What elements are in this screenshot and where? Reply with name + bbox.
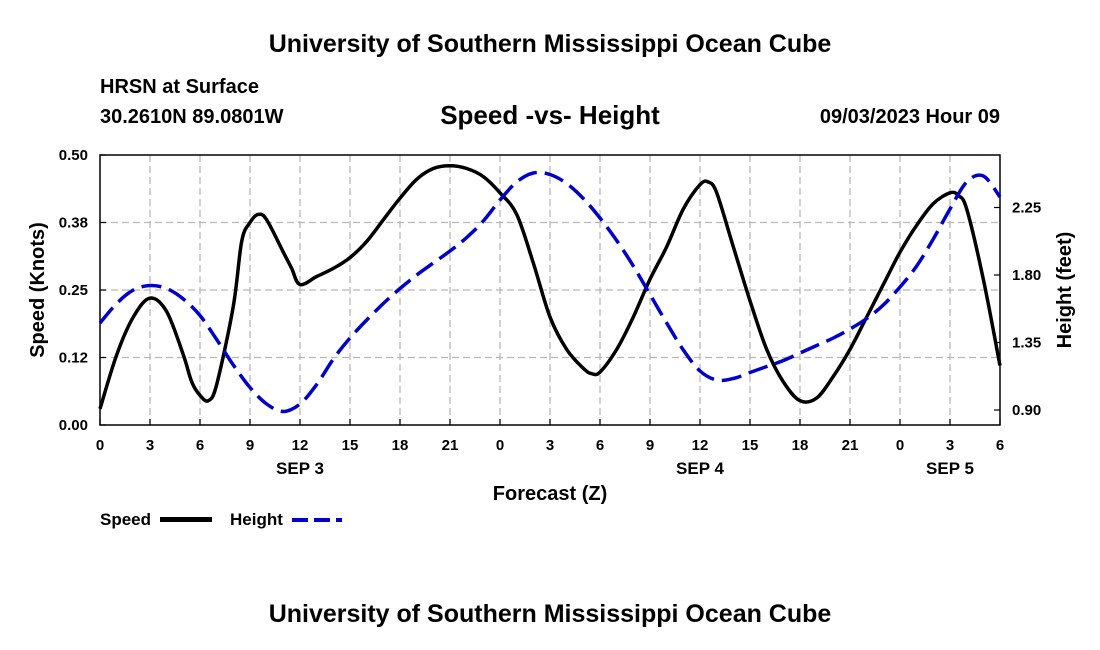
x-tick-label: 6: [596, 437, 604, 454]
y-tick-label-right: 0.90: [1012, 402, 1041, 419]
y-tick-label-right: 2.25: [1012, 200, 1041, 217]
x-tick-label: 18: [392, 437, 409, 454]
x-tick-label: 0: [496, 437, 504, 454]
date-label: SEP 5: [926, 459, 974, 478]
x-tick-label: 12: [692, 437, 709, 454]
x-tick-label: 0: [896, 437, 904, 454]
y-tick-label-left: 0.12: [59, 350, 88, 367]
legend-speed-swatch: [160, 517, 212, 522]
x-tick-label: 15: [742, 437, 759, 454]
axis-ticks: 0 3 6 9 12 15 18 21 0 3 6 9 12 15 18 21 0 3 6 SEP 3 SEP 4 SEP…: [59, 147, 1041, 478]
x-axis-label: Forecast (Z): [493, 483, 607, 505]
series: [98, 164, 1002, 414]
station-coordinates: 30.2610N 89.0801W: [100, 106, 284, 128]
x-tick-label: 12: [292, 437, 309, 454]
date-label: SEP 3: [276, 459, 324, 478]
chart-title: Speed -vs- Height: [440, 100, 660, 130]
y-axis-label-right: Height (feet): [1054, 232, 1076, 349]
station-name: HRSN at Surface: [100, 76, 259, 98]
x-tick-label: 18: [792, 437, 809, 454]
legend-height-label: Height: [230, 510, 283, 529]
x-tick-label: 9: [246, 437, 254, 454]
x-tick-label: 21: [842, 437, 859, 454]
y-tick-label-left: 0.50: [59, 147, 88, 164]
page-title-top: University of Southern Mississippi Ocean…: [268, 30, 832, 58]
y-tick-label-left: 0.25: [59, 282, 88, 299]
x-tick-label: 3: [146, 437, 154, 454]
y-tick-label-right: 1.80: [1012, 267, 1041, 284]
y-axis-label-left: Speed (Knots): [27, 222, 49, 358]
x-tick-label: 3: [546, 437, 554, 454]
x-tick-label: 0: [96, 437, 104, 454]
legend-speed-label: Speed: [100, 510, 152, 529]
page-title-bottom: University of Southern Mississippi Ocean…: [268, 600, 832, 628]
x-tick-label: 6: [196, 437, 204, 454]
y-tick-label-left: 0.38: [59, 215, 88, 232]
x-tick-label: 15: [342, 437, 359, 454]
x-tick-label: 6: [996, 437, 1004, 454]
y-tick-label-left: 0.00: [59, 417, 88, 434]
series-line-height: [98, 170, 1002, 414]
forecast-datetime: 09/03/2023 Hour 09: [819, 106, 1000, 128]
series-line-speed: [98, 164, 1002, 410]
date-label: SEP 4: [676, 459, 724, 478]
y-tick-label-right: 1.35: [1012, 335, 1041, 352]
x-tick-label: 9: [646, 437, 654, 454]
x-tick-label: 3: [946, 437, 954, 454]
x-tick-label: 21: [442, 437, 459, 454]
